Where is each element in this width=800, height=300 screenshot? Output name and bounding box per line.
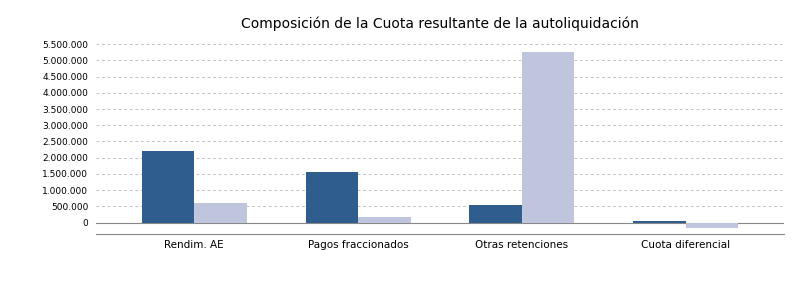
Bar	[686, 223, 738, 227]
Bar	[306, 172, 358, 223]
Bar	[142, 151, 194, 223]
Bar	[522, 52, 574, 223]
Bar	[358, 217, 410, 223]
Bar	[634, 221, 686, 223]
Bar	[470, 206, 522, 223]
Bar	[194, 203, 246, 223]
Title: Composición de la Cuota resultante de la autoliquidación: Composición de la Cuota resultante de la…	[241, 16, 639, 31]
